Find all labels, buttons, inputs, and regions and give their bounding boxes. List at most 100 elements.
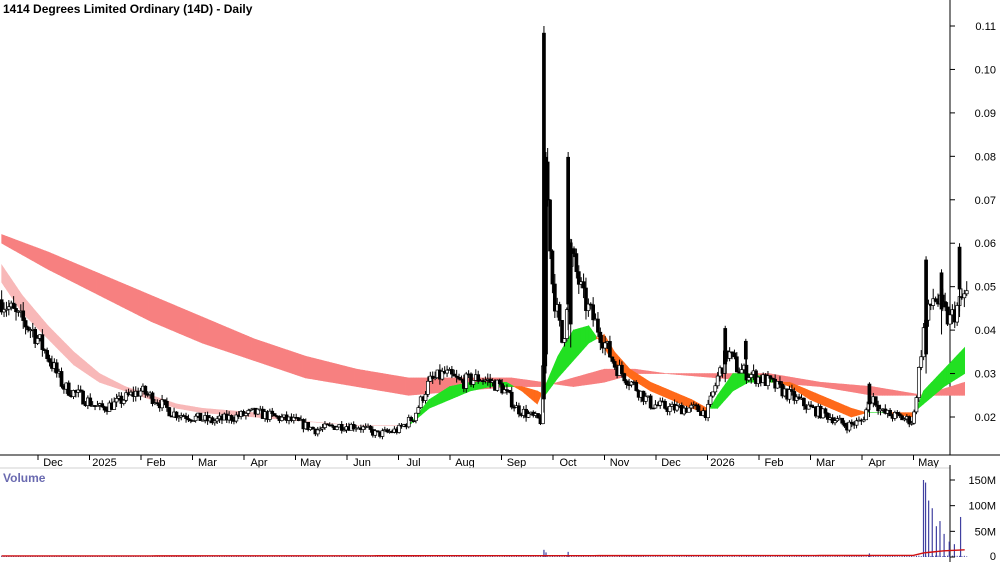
early-band-segment [212, 408, 216, 415]
long-guppy-segment [68, 260, 72, 282]
long-guppy-segment [858, 385, 862, 394]
candle-body [311, 426, 315, 430]
candle-body [778, 381, 782, 385]
candle-body [114, 398, 119, 403]
candle-body [71, 390, 76, 397]
candle-body [33, 328, 38, 344]
candle-body [291, 417, 296, 421]
early-band-segment [42, 318, 46, 337]
long-guppy-segment [894, 390, 899, 396]
long-guppy-segment [696, 373, 700, 377]
candle-body [912, 411, 916, 424]
long-guppy-segment [65, 259, 69, 281]
early-band-segment [34, 309, 38, 330]
long-guppy-segment [382, 373, 386, 392]
short-guppy-segment [861, 410, 865, 415]
long-guppy-segment [294, 352, 299, 376]
short-guppy-segment [583, 326, 587, 350]
short-guppy-segment [959, 349, 963, 378]
early-band-segment [96, 370, 100, 383]
candle-body [272, 413, 277, 417]
price-tick-label: 0.07 [975, 195, 996, 207]
candle-body [792, 391, 797, 401]
early-band-segment [117, 382, 121, 390]
candle-body [234, 414, 239, 422]
candle-body [119, 395, 124, 404]
long-guppy-segment [647, 370, 651, 374]
candle-body [500, 383, 505, 394]
long-guppy-segment [145, 292, 149, 321]
long-guppy-segment [184, 309, 188, 338]
candle-body [177, 416, 181, 419]
long-guppy-segment [240, 332, 244, 358]
short-guppy-segment [856, 409, 860, 416]
long-guppy-segment [81, 265, 85, 289]
price-tick-label: 0.03 [975, 369, 996, 381]
long-guppy-segment [122, 282, 126, 309]
candle-body [873, 396, 878, 406]
long-guppy-segment [676, 373, 680, 375]
spike-candle-body [957, 246, 962, 290]
long-guppy-segment [377, 372, 381, 391]
short-guppy-segment [835, 401, 839, 413]
short-guppy-segment [650, 381, 654, 393]
candle-body [21, 310, 26, 321]
long-guppy-segment [106, 276, 111, 302]
candle-body [318, 428, 323, 431]
candle-body [351, 423, 356, 430]
spike-candle-body [566, 156, 571, 305]
short-guppy-segment [511, 384, 516, 387]
long-guppy-segment [19, 240, 23, 256]
candle-body [931, 298, 936, 306]
long-guppy-segment [879, 387, 883, 396]
short-guppy-segment [655, 383, 659, 395]
price-tick-label: 0.02 [975, 412, 996, 424]
candle-body [342, 429, 346, 432]
candle-body [464, 373, 469, 389]
short-guppy-segment [670, 390, 675, 402]
candle-body [620, 364, 624, 374]
long-guppy-segment [797, 377, 801, 386]
candle-body [675, 405, 679, 411]
candle-body [150, 392, 155, 404]
volume-tick-label: 50M [975, 526, 996, 538]
long-guppy-segment [853, 384, 857, 394]
long-guppy-segment [367, 370, 371, 390]
long-guppy-segment [392, 374, 396, 394]
short-guppy-segment [735, 373, 739, 390]
candle-body [833, 420, 837, 424]
early-band-segment [122, 384, 126, 392]
month-tick-label: Apr [868, 457, 885, 469]
long-guppy-segment [209, 319, 214, 348]
long-guppy-segment [611, 368, 615, 381]
short-guppy-segment [578, 327, 582, 356]
candle-body [502, 389, 507, 394]
price-tick-label: 0.11 [975, 21, 996, 33]
candle-body [433, 377, 437, 380]
long-guppy-segment [408, 377, 412, 396]
early-band-segment [63, 340, 67, 358]
early-band-segment [176, 403, 180, 410]
early-band-segment [104, 375, 108, 386]
candle-body [509, 391, 514, 408]
candle-body [306, 421, 311, 430]
long-guppy-segment [114, 279, 118, 305]
month-tick-label: Oct [559, 457, 576, 469]
short-guppy-segment [825, 396, 829, 408]
long-guppy-segment [171, 303, 175, 332]
candle-body [696, 405, 701, 412]
early-band-segment [14, 282, 18, 307]
long-guppy-segment [529, 380, 533, 387]
short-guppy-segment [845, 405, 850, 417]
long-guppy-segment [320, 359, 324, 382]
candle-body [184, 415, 188, 419]
candle-body [524, 408, 528, 418]
long-guppy-segment [413, 377, 417, 396]
long-guppy-segment [536, 381, 541, 387]
early-band-segment [70, 348, 75, 366]
long-guppy-segment [3, 235, 8, 247]
candle-body [576, 271, 581, 285]
candle-body [586, 303, 591, 311]
long-guppy-segment [554, 381, 559, 385]
candle-body [430, 375, 435, 379]
